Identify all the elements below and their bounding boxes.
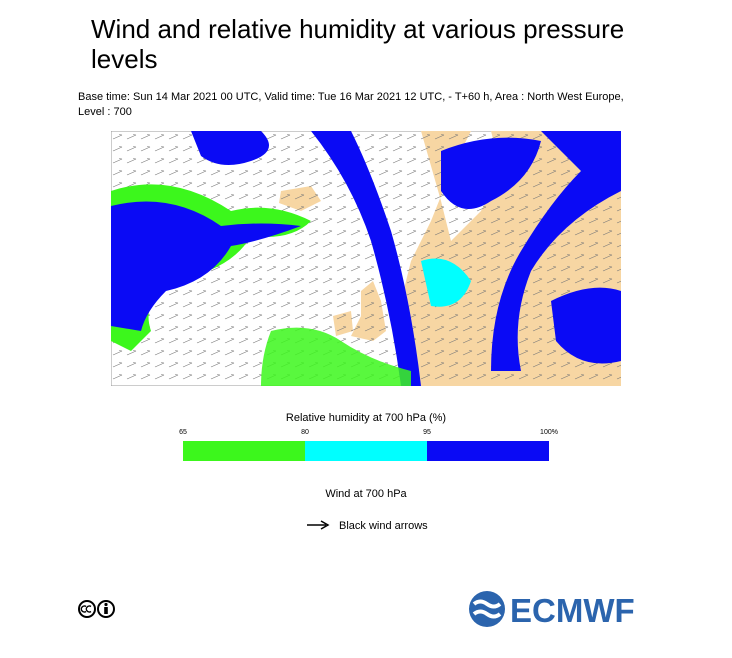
colorbar-tick-label: 65 xyxy=(179,429,187,436)
logo-text: ECMWF xyxy=(510,592,635,628)
wind-arrow-label: Black wind arrows xyxy=(339,520,428,532)
humidity-legend-title: Relative humidity at 700 hPa (%) xyxy=(286,412,446,424)
humidity-area xyxy=(191,131,269,165)
humidity-area xyxy=(491,131,621,371)
humidity-area xyxy=(111,201,301,331)
subtitle: Base time: Sun 14 Mar 2021 00 UTC, Valid… xyxy=(78,91,624,118)
colorbar-segment xyxy=(183,441,305,461)
cc-icons xyxy=(78,600,115,618)
wind-legend-title: Wind at 700 hPa xyxy=(325,488,407,500)
legend: Relative humidity at 700 hPa (%) 65 80 95 1… xyxy=(179,412,558,532)
humidity-area xyxy=(261,327,411,386)
colorbar-tick-label: 95 xyxy=(423,429,431,436)
wind-arrow-head xyxy=(320,520,330,530)
humidity-area xyxy=(551,287,621,364)
colorbar-tick-label: 80 xyxy=(301,429,309,436)
humidity-area xyxy=(441,137,541,209)
colorbar: 65 80 95 100% xyxy=(179,429,558,461)
map xyxy=(111,131,621,386)
humidity-area xyxy=(421,258,471,307)
colorbar-tick-label: 100% xyxy=(540,429,558,436)
colorbar-segment xyxy=(305,441,427,461)
ecmwf-logo: ECMWF xyxy=(469,591,635,628)
humidity-area xyxy=(311,131,421,386)
colorbar-segment xyxy=(427,441,549,461)
title: Wind and relative humidity at various pr… xyxy=(91,14,625,74)
